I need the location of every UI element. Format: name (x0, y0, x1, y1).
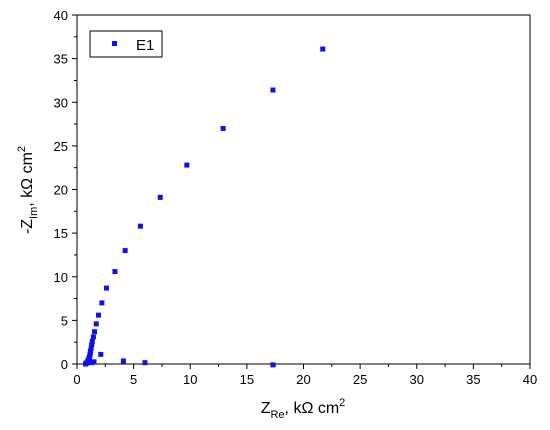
legend-label-e1: E1 (136, 37, 154, 54)
data-point (88, 348, 94, 354)
legend-marker-e1 (112, 41, 117, 46)
legend-box (89, 30, 163, 58)
data-point (184, 162, 190, 168)
x-tick-label: 35 (466, 372, 480, 387)
y-axis-title-main: -Z (19, 219, 36, 234)
data-point (320, 46, 326, 52)
data-point (98, 351, 104, 357)
x-axis-title-sup: 2 (339, 397, 345, 409)
data-point (270, 362, 276, 368)
data-point (157, 194, 163, 200)
data-point (89, 338, 95, 344)
x-tick-label: 25 (353, 372, 367, 387)
data-point (103, 285, 109, 291)
data-point (91, 359, 97, 365)
data-point (122, 248, 128, 254)
data-point (88, 345, 94, 351)
x-tick-label: 30 (410, 372, 424, 387)
x-tick-label: 5 (130, 372, 137, 387)
y-tick-label: 20 (54, 183, 68, 198)
y-tick-label: 10 (54, 270, 68, 285)
x-tick-label: 20 (296, 372, 310, 387)
y-tick-label: 30 (54, 95, 68, 110)
plot-frame (76, 14, 531, 365)
y-tick-label: 5 (61, 313, 68, 328)
y-axis-title: -ZIm, kΩ cm2 (16, 146, 40, 234)
x-tick-label: 15 (240, 372, 254, 387)
data-point (96, 312, 102, 318)
x-axis: 0 5 10 15 20 25 30 35 40 (73, 364, 537, 387)
y-axis-title-sup: 2 (16, 146, 28, 152)
data-point (220, 125, 226, 131)
y-tick-label: 35 (54, 52, 68, 67)
data-point (92, 329, 98, 335)
y-axis-title-rest: , kΩ cm (19, 152, 36, 207)
y-tick-label: 0 (61, 357, 68, 372)
x-tick-label: 40 (523, 372, 537, 387)
y-tick-label: 40 (54, 8, 68, 23)
legend: E1 (89, 30, 163, 58)
x-axis-title-rest: , kΩ cm (285, 400, 340, 417)
y-axis-title-sub: Im (28, 207, 40, 219)
y-tick-label: 25 (54, 139, 68, 154)
data-point (120, 358, 126, 364)
x-axis-title-sub: Re (270, 409, 284, 421)
y-tick-label: 15 (54, 226, 68, 241)
x-axis-title: ZRe, kΩ cm2 (261, 397, 346, 421)
y-axis: 0 5 10 15 20 25 30 35 40 (54, 8, 77, 372)
x-tick-label: 0 (73, 372, 80, 387)
data-point (90, 334, 96, 340)
data-point (142, 360, 148, 366)
data-point (112, 269, 118, 275)
data-point (99, 300, 105, 306)
x-axis-title-main: Z (261, 400, 271, 417)
x-tick-label: 10 (183, 372, 197, 387)
data-point (89, 342, 95, 348)
data-point (270, 87, 276, 93)
data-point (137, 223, 143, 229)
data-point (93, 321, 99, 327)
series-e1-points (82, 46, 326, 368)
